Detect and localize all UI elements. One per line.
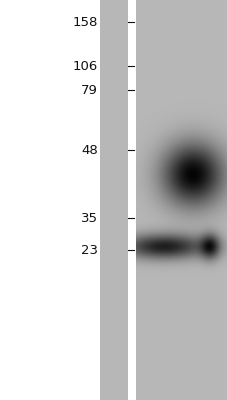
Text: 35: 35 <box>81 212 98 224</box>
Text: 48: 48 <box>81 144 98 156</box>
Text: 23: 23 <box>81 244 98 256</box>
Text: 79: 79 <box>81 84 98 96</box>
Text: 158: 158 <box>72 16 98 28</box>
Text: 106: 106 <box>72 60 98 72</box>
